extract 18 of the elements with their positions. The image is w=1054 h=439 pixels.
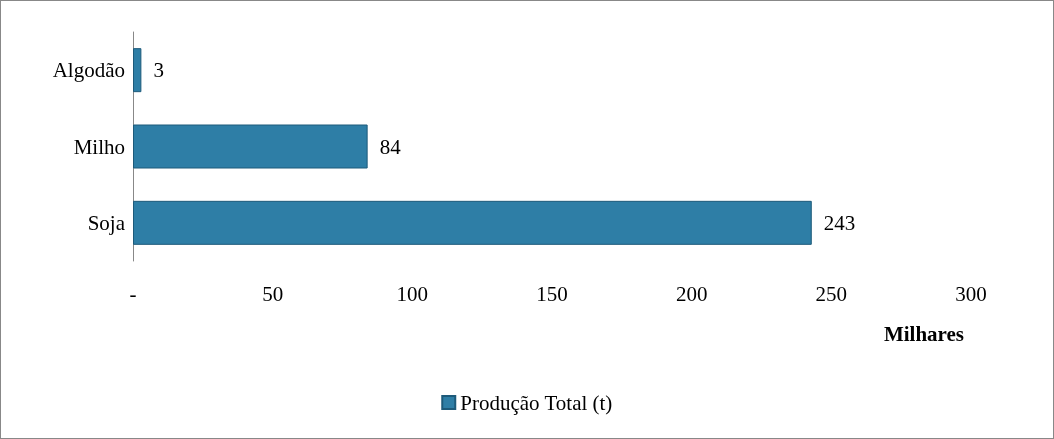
x-tick-label: 100 <box>396 281 429 306</box>
x-axis-title: Milhares <box>883 321 964 346</box>
data-label: 243 <box>823 210 856 235</box>
data-label: 3 <box>153 58 164 83</box>
x-tick-label: - <box>129 281 137 306</box>
data-label: 84 <box>379 134 402 159</box>
x-tick-label: 200 <box>675 281 708 306</box>
bar <box>133 48 142 93</box>
y-tick-label: Milho <box>73 134 125 159</box>
x-tick-label: 250 <box>815 281 848 306</box>
x-tick-label: 150 <box>536 281 568 306</box>
y-tick-label: Soja <box>87 210 126 235</box>
bar <box>133 200 812 245</box>
legend-label: Produção Total (t) <box>460 390 613 415</box>
x-tick-label: 300 <box>955 281 987 306</box>
x-tick-label: 50 <box>262 281 284 306</box>
bar <box>133 124 368 169</box>
y-tick-label: Algodão <box>52 58 125 83</box>
